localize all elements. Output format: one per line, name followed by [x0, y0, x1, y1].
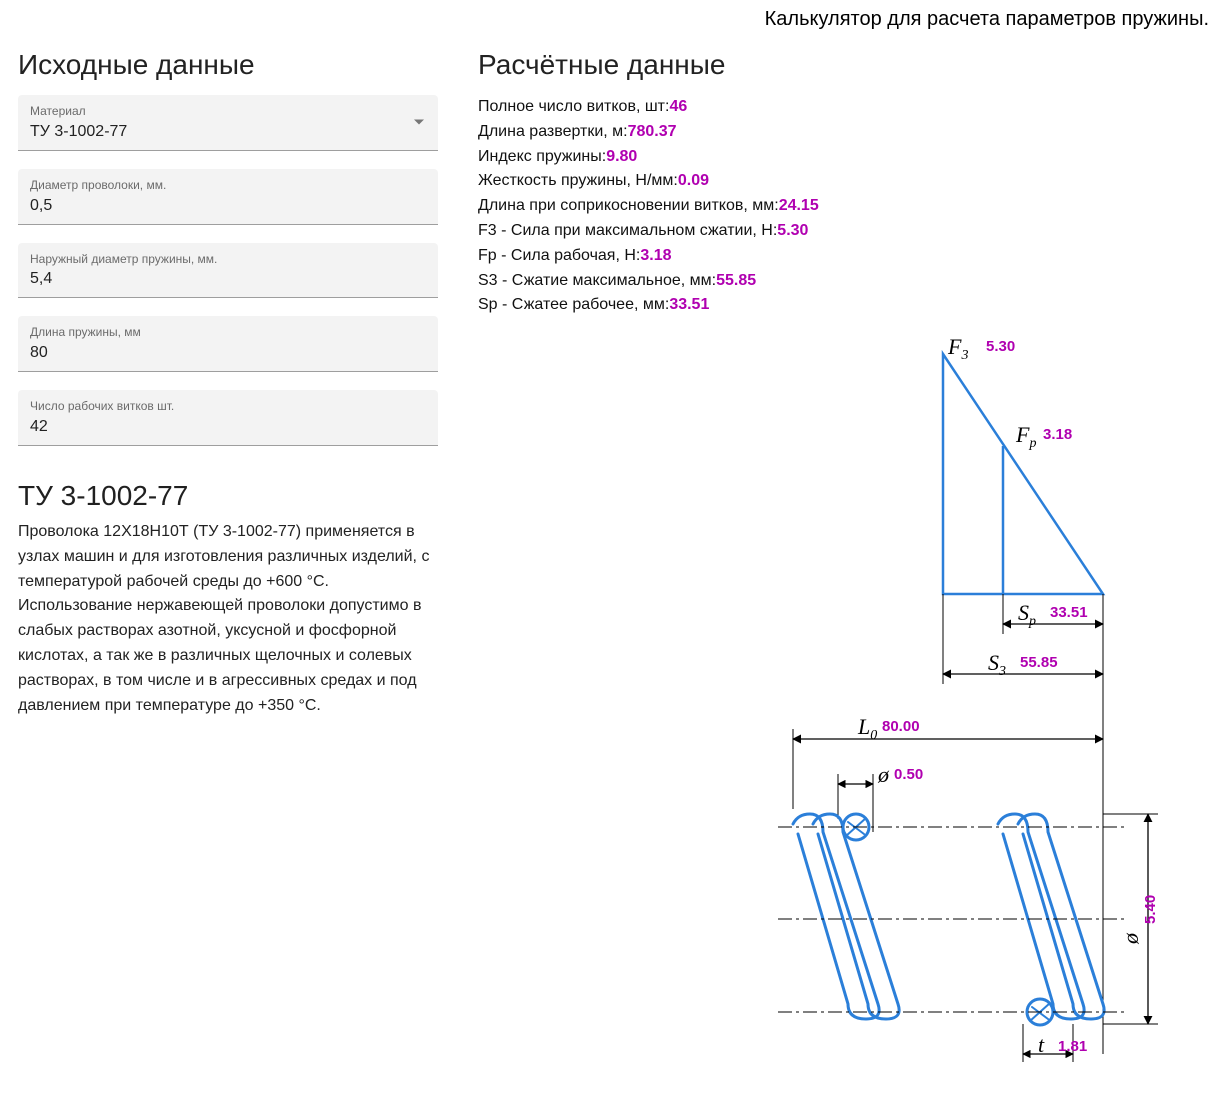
diagram-l0-value: 80.00 [882, 718, 920, 735]
length-value: 80 [30, 341, 426, 365]
svg-text:Sp: Sp [1018, 600, 1036, 629]
diagram-s3-value: 55.85 [1020, 654, 1058, 671]
diagram-svg: F3 Fp Sp S3 L0 ø ø t [478, 324, 1198, 1094]
calc-line: Длина развертки, м:780.37 [478, 120, 1209, 145]
diagram-f3-value: 5.30 [986, 338, 1015, 355]
coils-input[interactable]: Число рабочих витков шт. 42 [18, 390, 438, 446]
spring-diagram: F3 Fp Sp S3 L0 ø ø t 5.30 3.18 33.51 55.… [478, 324, 1209, 1099]
outer-diameter-label: Наружный диаметр пружины, мм. [30, 251, 426, 268]
chevron-down-icon [414, 120, 424, 125]
material-info-title: ТУ 3-1002-77 [18, 480, 438, 512]
svg-text:Fp: Fp [1015, 422, 1036, 451]
svg-text:S3: S3 [988, 650, 1006, 679]
outer-diameter-input[interactable]: Наружный диаметр пружины, мм. 5,4 [18, 243, 438, 299]
page-title: Калькулятор для расчета параметров пружи… [0, 0, 1227, 49]
calc-line: Длина при соприкосновении витков, мм:24.… [478, 194, 1209, 219]
calc-heading: Расчётные данные [478, 49, 1209, 81]
material-value: ТУ 3-1002-77 [30, 120, 426, 144]
coils-value: 42 [30, 415, 426, 439]
wire-diameter-value: 0,5 [30, 194, 426, 218]
material-select[interactable]: Материал ТУ 3-1002-77 [18, 95, 438, 151]
calc-line: Sp - Сжатее рабочее, мм:33.51 [478, 293, 1209, 318]
material-info-text: Проволока 12Х18Н10Т (ТУ 3-1002-77) приме… [18, 520, 438, 718]
diagram-sp-value: 33.51 [1050, 604, 1088, 621]
calc-line: Полное число витков, шт:46 [478, 95, 1209, 120]
calc-lines: Полное число витков, шт:46 Длина разверт… [478, 95, 1209, 318]
length-input[interactable]: Длина пружины, мм 80 [18, 316, 438, 372]
calc-line: Индекс пружины:9.80 [478, 145, 1209, 170]
coils-label: Число рабочих витков шт. [30, 398, 426, 415]
svg-text:F3: F3 [947, 334, 968, 363]
wire-diameter-input[interactable]: Диаметр проволоки, мм. 0,5 [18, 169, 438, 225]
input-heading: Исходные данные [18, 49, 438, 81]
input-panel: Исходные данные Материал ТУ 3-1002-77 Ди… [18, 49, 438, 1099]
svg-text:t: t [1038, 1032, 1045, 1057]
wire-diameter-label: Диаметр проволоки, мм. [30, 177, 426, 194]
diagram-outer-value: 5.40 [1142, 895, 1159, 924]
diagram-t-value: 1.81 [1058, 1038, 1087, 1055]
calc-line: F3 - Сила при максимальном сжатии, Н:5.3… [478, 219, 1209, 244]
calc-line: Fp - Сила рабочая, Н:3.18 [478, 244, 1209, 269]
material-description: ТУ 3-1002-77 Проволока 12Х18Н10Т (ТУ 3-1… [18, 480, 438, 718]
svg-text:ø: ø [1118, 932, 1143, 945]
output-panel: Расчётные данные Полное число витков, шт… [478, 49, 1209, 1099]
svg-text:L0: L0 [857, 714, 877, 743]
diagram-phi-value: 0.50 [894, 766, 923, 783]
diagram-fp-value: 3.18 [1043, 426, 1072, 443]
length-label: Длина пружины, мм [30, 324, 426, 341]
svg-text:ø: ø [877, 762, 890, 787]
calc-line: S3 - Сжатие максимальное, мм:55.85 [478, 269, 1209, 294]
material-label: Материал [30, 103, 426, 120]
outer-diameter-value: 5,4 [30, 267, 426, 291]
calc-line: Жесткость пружины, Н/мм:0.09 [478, 169, 1209, 194]
